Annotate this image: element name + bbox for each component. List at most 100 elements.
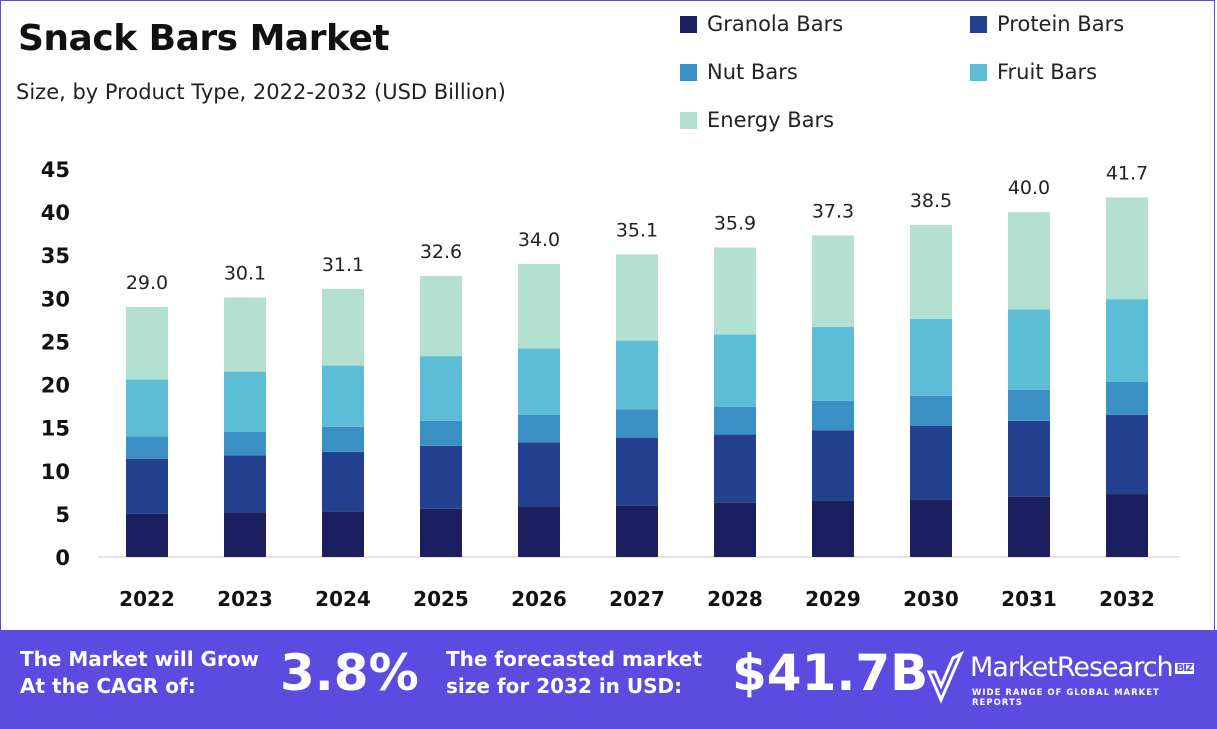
marketresearch-logo: MarketResearch BIZ WIDE RANGE OF GLOBAL M… [925, 650, 1210, 710]
legend-label: Granola Bars [707, 12, 844, 36]
legend-item: Energy Bars [680, 106, 970, 134]
x-tick-label: 2031 [1001, 587, 1057, 611]
bar-segment-protein-bars [910, 425, 952, 500]
x-tick-label: 2030 [903, 587, 959, 611]
cagr-label-line1: The Market will Grow [20, 647, 260, 671]
bar-segment-fruit-bars [420, 356, 462, 421]
bar-segment-energy-bars [812, 235, 854, 327]
summary-banner: The Market will Grow At the CAGR of: 3.8%… [0, 630, 1217, 729]
x-tick-label: 2028 [707, 587, 763, 611]
total-label: 41.7 [1106, 162, 1148, 184]
legend-item: Fruit Bars [970, 58, 1200, 86]
bar-segment-nut-bars [126, 436, 168, 459]
bar-segment-nut-bars [224, 431, 266, 456]
bar-segment-nut-bars [910, 395, 952, 426]
bar-segment-protein-bars [1106, 414, 1148, 495]
bar-segment-fruit-bars [714, 334, 756, 407]
y-tick-label: 45 [41, 158, 70, 182]
bar-segment-protein-bars [322, 451, 364, 512]
legend: Granola Bars Protein Bars Nut Bars Fruit Ba… [680, 10, 1200, 134]
y-tick-label: 35 [41, 244, 70, 268]
bar-segment-energy-bars [224, 297, 266, 372]
y-tick-label: 40 [41, 201, 70, 225]
cagr-label-line2: At the CAGR of: [20, 674, 196, 698]
bar-segment-protein-bars [616, 438, 658, 506]
bar-segment-granola-bars [910, 499, 952, 557]
stacked-bar-chart: 05101520253035404529.0202230.1202331.120… [41, 158, 1180, 611]
x-tick-label: 2027 [609, 587, 665, 611]
bar-segment-granola-bars [420, 508, 462, 557]
logo-badge: BIZ [1174, 663, 1195, 674]
bar-segment-energy-bars [1106, 197, 1148, 300]
bar-segment-protein-bars [812, 430, 854, 501]
bar-segment-nut-bars [1106, 381, 1148, 415]
bar-segment-fruit-bars [322, 365, 364, 427]
bar-segment-protein-bars [420, 445, 462, 509]
logo-check-icon [926, 650, 965, 704]
total-label: 37.3 [812, 200, 854, 222]
forecast-label-line2: size for 2032 in USD: [446, 674, 683, 698]
bar-segment-protein-bars [126, 458, 168, 514]
bar-segment-granola-bars [714, 502, 756, 557]
bar-segment-energy-bars [518, 263, 560, 349]
bar-segment-fruit-bars [910, 319, 952, 396]
y-tick-label: 5 [55, 503, 70, 527]
bar-segment-protein-bars [224, 455, 266, 513]
bar-segment-energy-bars [420, 275, 462, 357]
bar-segment-energy-bars [1008, 212, 1050, 310]
x-tick-label: 2024 [315, 587, 371, 611]
bar-segment-nut-bars [420, 420, 462, 446]
total-label: 35.1 [616, 219, 658, 241]
chart-title: Snack Bars Market [18, 18, 390, 59]
bar-segment-nut-bars [322, 426, 364, 452]
bar-segment-granola-bars [812, 500, 854, 557]
y-tick-label: 15 [41, 417, 70, 441]
cagr-label: The Market will Grow At the CAGR of: [20, 646, 259, 700]
x-tick-label: 2032 [1099, 587, 1155, 611]
bar-segment-energy-bars [126, 306, 168, 380]
bar-segment-fruit-bars [1008, 309, 1050, 390]
logo-tagline: WIDE RANGE OF GLOBAL MARKET REPORTS [972, 688, 1160, 708]
total-label: 29.0 [126, 272, 168, 294]
x-tick-label: 2022 [119, 587, 175, 611]
legend-item: Nut Bars [680, 58, 970, 86]
x-tick-label: 2023 [217, 587, 273, 611]
bar-segment-nut-bars [812, 400, 854, 431]
legend-swatch [680, 63, 697, 81]
bar-segment-nut-bars [518, 414, 560, 443]
legend-item: Protein Bars [970, 10, 1200, 38]
bar-segment-nut-bars [714, 406, 756, 435]
bar-segment-granola-bars [322, 511, 364, 557]
bar-segment-granola-bars [224, 512, 266, 557]
total-label: 31.1 [322, 254, 364, 276]
bar-segment-energy-bars [714, 247, 756, 335]
legend-label: Nut Bars [707, 60, 798, 84]
cagr-value: 3.8% [280, 644, 419, 702]
bar-segment-energy-bars [910, 225, 952, 320]
x-tick-label: 2025 [413, 587, 469, 611]
bar-segment-nut-bars [616, 409, 658, 439]
y-tick-label: 10 [41, 460, 70, 484]
legend-label: Fruit Bars [997, 60, 1098, 84]
chart-subtitle: Size, by Product Type, 2022-2032 (USD Bi… [16, 80, 506, 104]
legend-swatch [970, 63, 987, 81]
bar-segment-energy-bars [616, 254, 658, 341]
bar-segment-nut-bars [1008, 389, 1050, 421]
bar-segment-fruit-bars [126, 379, 168, 437]
forecast-label-line1: The forecasted market [446, 647, 703, 671]
y-tick-label: 25 [41, 330, 70, 354]
forecast-label: The forecasted market size for 2032 in US… [446, 646, 702, 700]
total-label: 38.5 [910, 190, 952, 212]
bar-segment-granola-bars [1106, 494, 1148, 557]
legend-label: Protein Bars [997, 12, 1125, 36]
bar-segment-energy-bars [322, 288, 364, 366]
y-tick-label: 20 [41, 374, 70, 398]
bar-segment-protein-bars [1008, 420, 1050, 497]
legend-label: Energy Bars [707, 108, 835, 132]
bar-segment-fruit-bars [812, 326, 854, 401]
x-tick-label: 2026 [511, 587, 567, 611]
y-tick-label: 30 [41, 287, 70, 311]
bar-segment-granola-bars [126, 513, 168, 557]
bar-segment-fruit-bars [518, 348, 560, 415]
bar-segment-granola-bars [1008, 496, 1050, 557]
